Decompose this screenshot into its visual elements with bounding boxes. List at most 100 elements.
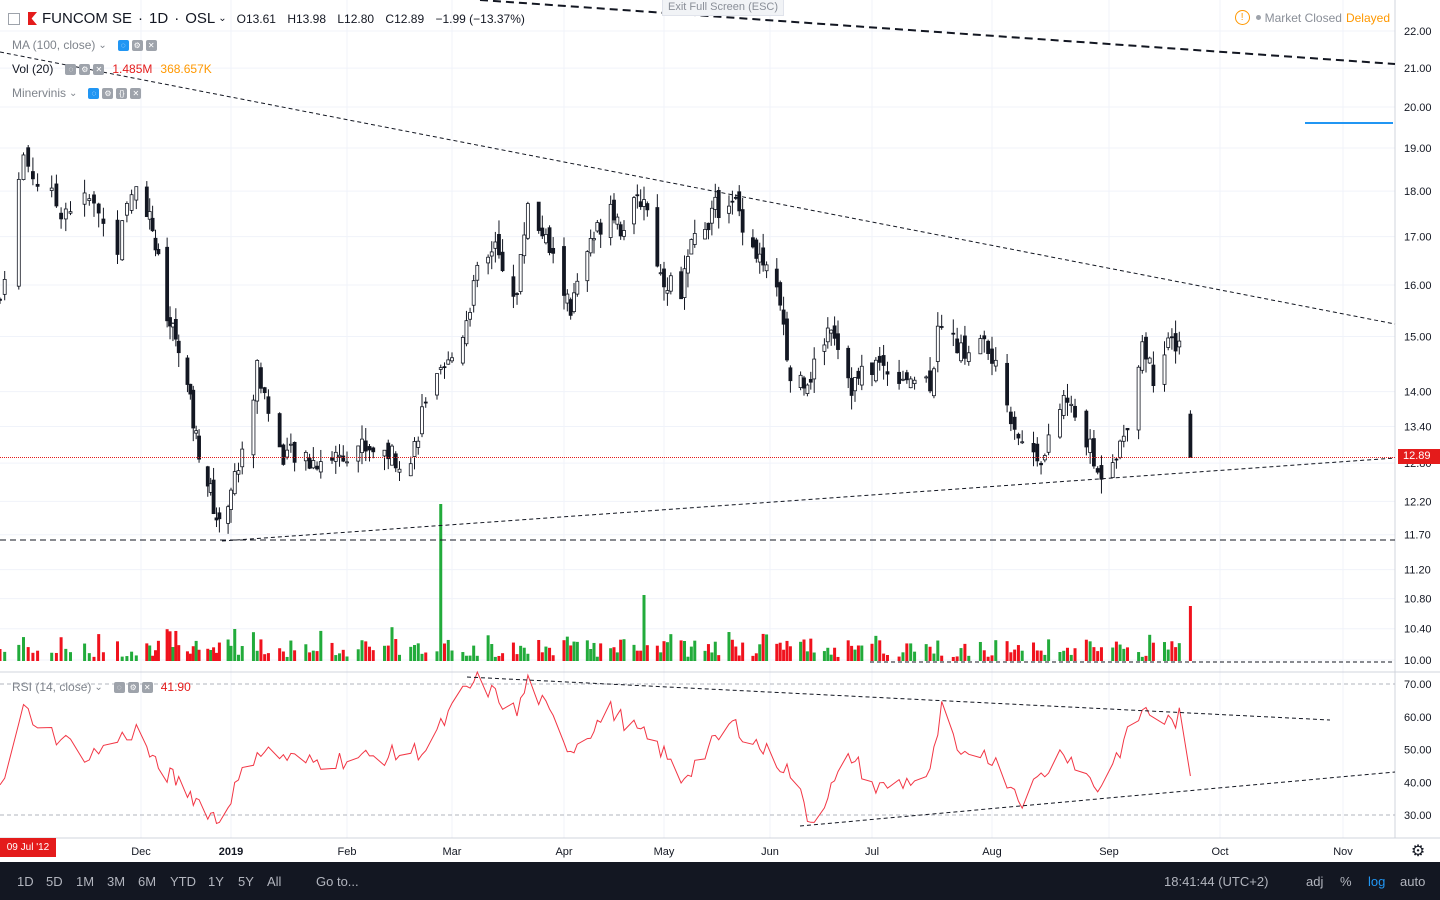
volume-bar: [36, 650, 40, 661]
goto-button[interactable]: Go to...: [316, 874, 359, 889]
volume-bar: [185, 651, 189, 661]
candle-body: [668, 275, 673, 292]
volume-bar: [1122, 648, 1126, 661]
candle-body: [292, 441, 297, 463]
range-1y[interactable]: 1Y: [208, 874, 224, 889]
settings-icon[interactable]: ⚙: [131, 39, 143, 51]
price-chart[interactable]: 22.00 21.00 20.00 19.00 18.00 17.00 16.00 15.00…: [0, 0, 1440, 862]
volume-bar: [188, 653, 192, 661]
adj-toggle[interactable]: adj: [1306, 874, 1324, 889]
close-icon[interactable]: ✕: [130, 87, 142, 99]
close-icon[interactable]: ✕: [141, 681, 153, 693]
candle-body: [544, 234, 548, 244]
volume-bar: [612, 647, 616, 661]
settings-icon[interactable]: ⚙: [102, 87, 114, 99]
range-5d[interactable]: 5D: [46, 874, 63, 889]
volume-bar: [174, 630, 178, 661]
rsi-legend[interactable]: RSI (14, close) ⌄ ◌ ⚙ ✕ 41.90: [12, 680, 191, 694]
interval[interactable]: 1D: [149, 10, 169, 27]
chevron-down-icon[interactable]: ⌄: [94, 681, 103, 693]
volume-bar: [860, 645, 864, 661]
close-icon[interactable]: ✕: [145, 39, 157, 51]
visibility-icon[interactable]: ◌: [113, 681, 125, 693]
volume-bar: [424, 652, 428, 661]
range-1d[interactable]: 1D: [17, 874, 34, 889]
candle-body: [1031, 442, 1036, 453]
source-code-icon[interactable]: {}: [116, 87, 128, 99]
candle-body: [706, 222, 711, 231]
visibility-icon[interactable]: ◌: [117, 39, 129, 51]
visibility-icon[interactable]: ◌: [65, 63, 77, 75]
settings-icon[interactable]: ⚙: [127, 681, 139, 693]
volume-bar: [737, 655, 741, 661]
vol-legend[interactable]: Vol (20) ◌ ⚙ ✕ 1.485M 368.657K: [12, 62, 212, 76]
candle-body: [341, 455, 346, 462]
log-toggle[interactable]: log: [1368, 874, 1386, 889]
visibility-icon[interactable]: ◌: [88, 87, 100, 99]
candle-body: [1061, 394, 1066, 416]
range-3m[interactable]: 3M: [107, 874, 126, 889]
candle-body: [873, 359, 878, 382]
volume-bar: [809, 638, 813, 661]
candle-body: [740, 209, 745, 233]
volume-bar: [856, 645, 860, 661]
candle-body: [562, 246, 566, 296]
symbol-name[interactable]: FUNCOM SE: [42, 10, 132, 27]
volume-bar: [194, 640, 198, 661]
candle-body: [1162, 354, 1167, 385]
candle-body: [1110, 462, 1115, 478]
candle-body: [588, 238, 593, 254]
volume-bar: [655, 645, 659, 661]
volume-bar: [936, 640, 940, 661]
collapse-icon[interactable]: [8, 12, 20, 25]
vol-label[interactable]: Vol (20): [12, 62, 54, 76]
volume-bar: [197, 649, 201, 661]
exit-fullscreen-button[interactable]: Exit Full Screen (ESC): [662, 0, 784, 16]
volume-bar: [710, 652, 714, 661]
time-axis-label: Sep: [1099, 846, 1119, 858]
chevron-down-icon[interactable]: ⌄: [218, 13, 227, 24]
candle-body: [134, 186, 139, 201]
candle-body: [1151, 364, 1156, 387]
time-axis-label: Jun: [761, 846, 779, 858]
volume-bar: [522, 647, 526, 661]
candle-body: [982, 335, 987, 340]
candle-body: [386, 442, 391, 460]
range-5y[interactable]: 5Y: [238, 874, 254, 889]
candle-body: [525, 203, 530, 239]
volume-bar: [775, 643, 779, 661]
minervinis-legend[interactable]: Minervinis ⌄ ◌ ⚙ {} ✕: [12, 86, 142, 100]
candle-body: [251, 399, 256, 456]
candle-body: [522, 234, 527, 257]
settings-icon[interactable]: ⚙: [79, 63, 91, 75]
candle-body: [932, 368, 936, 397]
range-ytd[interactable]: YTD: [170, 874, 196, 889]
candle-body: [733, 197, 738, 199]
candle-body: [547, 227, 552, 253]
range-6m[interactable]: 6M: [138, 874, 157, 889]
range-1m[interactable]: 1M: [76, 874, 95, 889]
volume-bar: [940, 655, 944, 661]
auto-toggle[interactable]: auto: [1400, 874, 1426, 889]
rsi-label[interactable]: RSI (14, close): [12, 680, 92, 694]
chevron-down-icon[interactable]: ⌄: [98, 39, 107, 51]
ma-legend[interactable]: MA (100, close) ⌄ ◌ ⚙ ✕: [12, 38, 157, 52]
candle-body: [986, 340, 991, 354]
percent-toggle[interactable]: %: [1340, 874, 1352, 889]
close-icon[interactable]: ✕: [93, 63, 105, 75]
candle-body: [390, 445, 394, 466]
low-value: 12.80: [344, 11, 375, 26]
clock: 18:41:44 (UTC+2): [1164, 874, 1269, 889]
time-axis-label: Nov: [1333, 846, 1353, 858]
volume-bar: [368, 646, 371, 661]
volume-bar: [1118, 644, 1122, 661]
volume-bar: [802, 639, 806, 661]
ma-label[interactable]: MA (100, close): [12, 38, 96, 52]
chevron-down-icon[interactable]: ⌄: [69, 87, 78, 99]
volume-bar: [963, 643, 967, 661]
candle-body: [1170, 336, 1174, 339]
candle-body: [1008, 411, 1013, 425]
candle-body: [464, 320, 469, 345]
range-all[interactable]: All: [267, 874, 282, 889]
minervinis-label[interactable]: Minervinis: [12, 86, 67, 100]
